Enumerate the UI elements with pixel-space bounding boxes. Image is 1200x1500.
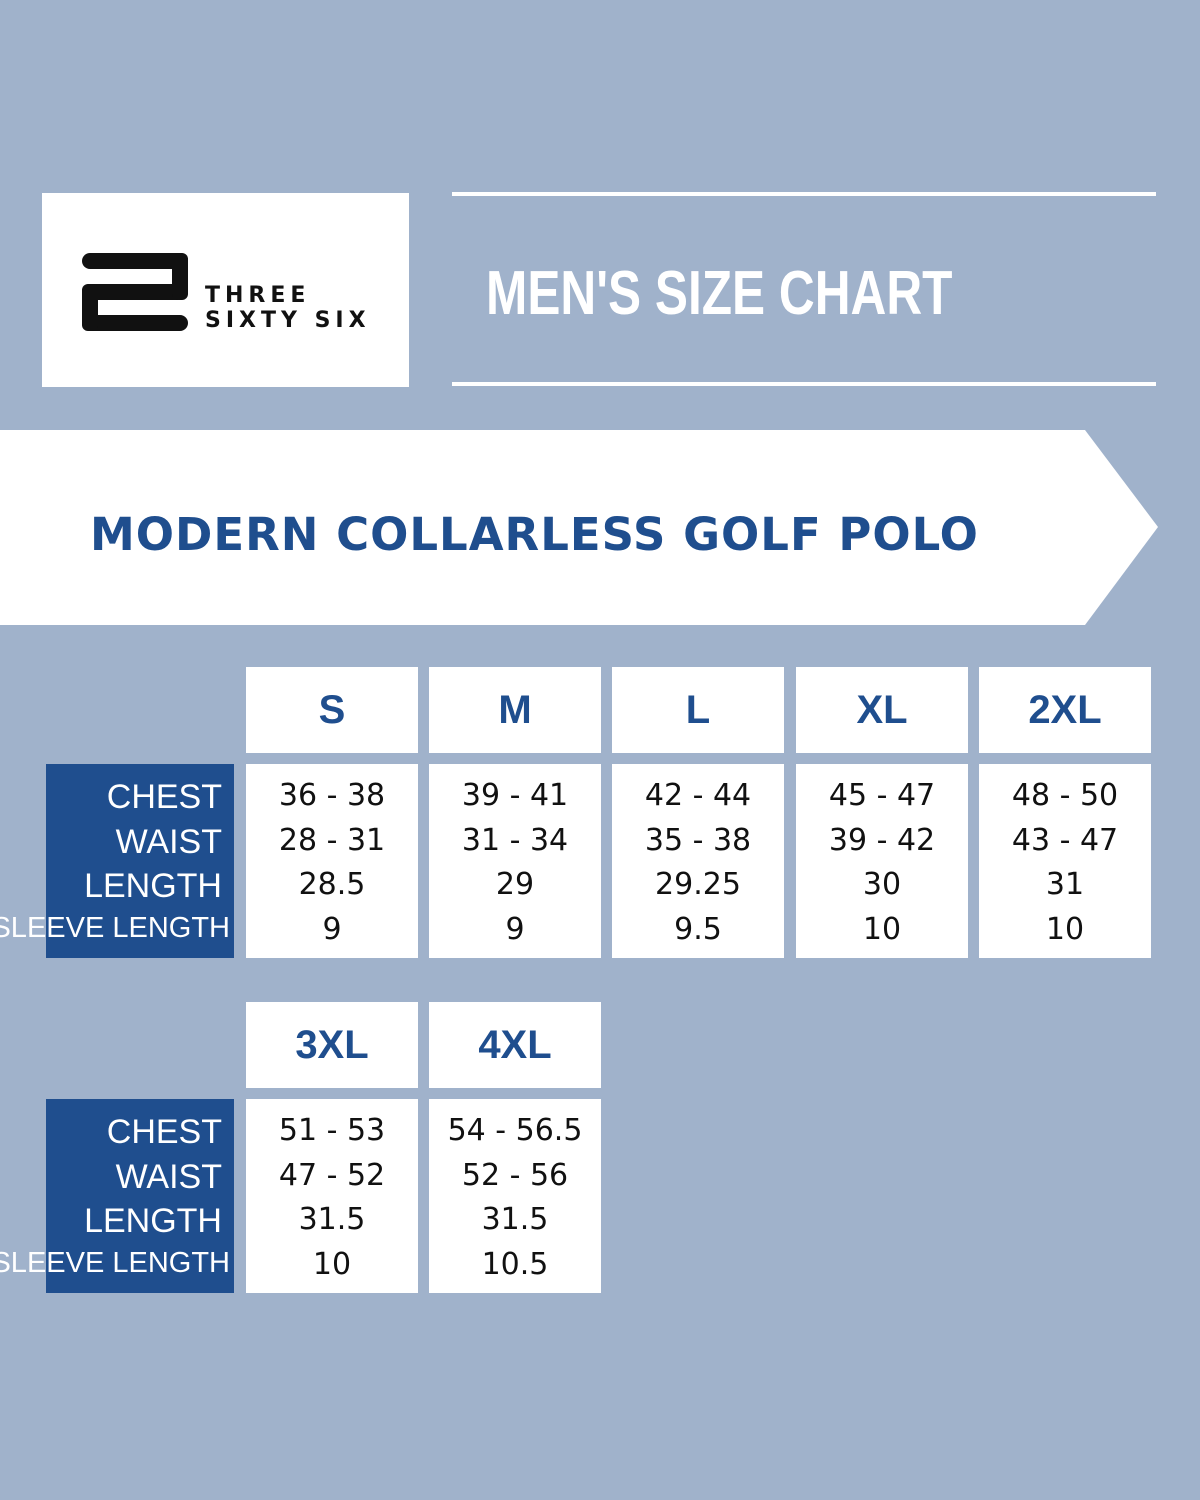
value-chest: 48 - 50 (1011, 778, 1119, 813)
value-length: 31.5 (481, 1202, 549, 1237)
value-chest: 39 - 41 (461, 778, 569, 813)
size-header-3xl: 3XL (246, 1002, 418, 1088)
value-chest: 51 - 53 (278, 1113, 386, 1148)
measurement-labels: CHEST WAIST LENGTH SLEEVE LENGTH (0, 764, 234, 958)
value-length: 28.5 (298, 867, 366, 902)
label-chest: CHEST (106, 1113, 222, 1151)
brand-logo-panel: THREE SIXTY SIX (42, 193, 409, 387)
value-chest: 42 - 44 (644, 778, 752, 813)
value-waist: 39 - 42 (828, 823, 936, 858)
size-values-3xl: 51 - 53 47 - 52 31.5 10 (246, 1099, 418, 1293)
value-length: 31 (1045, 867, 1085, 902)
brand-line-2: SIXTY SIX (205, 308, 371, 333)
label-chest: CHEST (106, 778, 222, 816)
size-values-m: 39 - 41 31 - 34 29 9 (429, 764, 601, 958)
value-waist: 47 - 52 (278, 1158, 386, 1193)
size-header-m: M (429, 667, 601, 753)
size-header-xl: XL (796, 667, 968, 753)
value-sleeve-length: 9 (322, 912, 342, 947)
size-values-s: 36 - 38 28 - 31 28.5 9 (246, 764, 418, 958)
label-waist: WAIST (115, 1158, 222, 1196)
value-chest: 36 - 38 (278, 778, 386, 813)
brand-line-1: THREE (205, 283, 311, 308)
label-sleeve-length: SLEEVE LENGTH (0, 912, 230, 944)
size-values-4xl: 54 - 56.5 52 - 56 31.5 10.5 (429, 1099, 601, 1293)
value-waist: 52 - 56 (461, 1158, 569, 1193)
value-length: 30 (862, 867, 902, 902)
value-sleeve-length: 10.5 (481, 1247, 549, 1282)
title-bottom-rule (452, 382, 1156, 386)
value-waist: 43 - 47 (1011, 823, 1119, 858)
label-sleeve-length: SLEEVE LENGTH (0, 1247, 230, 1279)
value-length: 29 (495, 867, 535, 902)
value-waist: 35 - 38 (644, 823, 752, 858)
value-waist: 31 - 34 (461, 823, 569, 858)
size-values-2xl: 48 - 50 43 - 47 31 10 (979, 764, 1151, 958)
value-sleeve-length: 9.5 (674, 912, 722, 947)
label-length: LENGTH (84, 1202, 222, 1240)
value-sleeve-length: 10 (1045, 912, 1085, 947)
label-waist: WAIST (115, 823, 222, 861)
size-header-4xl: 4XL (429, 1002, 601, 1088)
value-length: 29.25 (655, 867, 741, 902)
value-sleeve-length: 10 (312, 1247, 352, 1282)
measurement-labels: CHEST WAIST LENGTH SLEEVE LENGTH (0, 1099, 234, 1293)
page-title: MEN'S SIZE CHART (486, 259, 953, 328)
stacked-bars-s-icon (82, 253, 188, 331)
product-banner (0, 430, 1158, 625)
value-waist: 28 - 31 (278, 823, 386, 858)
size-header-l: L (612, 667, 784, 753)
brand-wordmark: THREE SIXTY SIX (205, 283, 371, 333)
size-header-s: S (246, 667, 418, 753)
size-header-2xl: 2XL (979, 667, 1151, 753)
size-values-xl: 45 - 47 39 - 42 30 10 (796, 764, 968, 958)
size-values-l: 42 - 44 35 - 38 29.25 9.5 (612, 764, 784, 958)
value-chest: 54 - 56.5 (447, 1113, 583, 1148)
value-chest: 45 - 47 (828, 778, 936, 813)
value-sleeve-length: 10 (862, 912, 902, 947)
title-top-rule (452, 192, 1156, 196)
value-length: 31.5 (298, 1202, 366, 1237)
value-sleeve-length: 9 (505, 912, 525, 947)
product-name: MODERN COLLARLESS GOLF POLO (90, 508, 979, 561)
label-length: LENGTH (84, 867, 222, 905)
